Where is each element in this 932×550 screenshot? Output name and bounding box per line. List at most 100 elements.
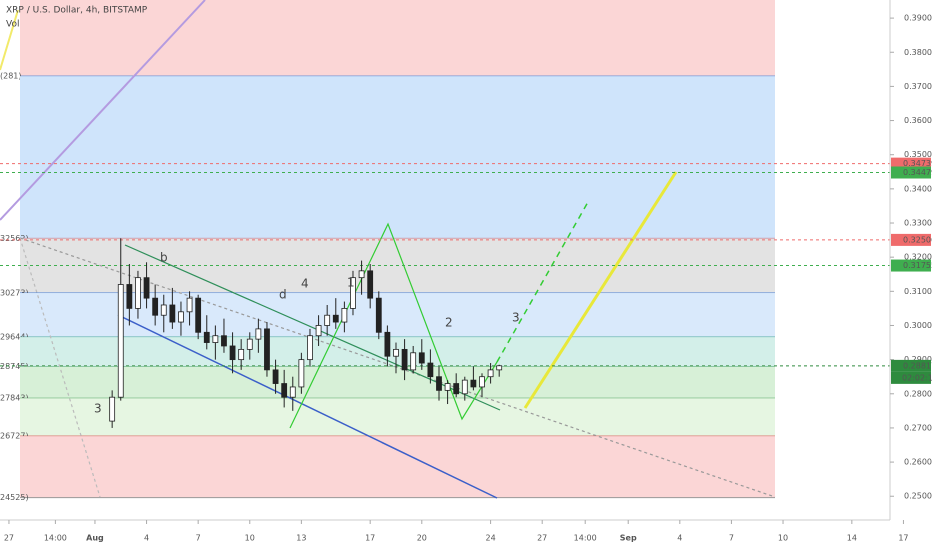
x-tick-label: Sep: [620, 534, 637, 543]
candle-body: [109, 396, 116, 422]
candle-body: [350, 277, 356, 309]
candle-body: [178, 311, 184, 323]
candle-body: [307, 335, 313, 361]
candle-body: [427, 362, 434, 378]
price-tag: [891, 359, 931, 372]
x-tick-label: 20: [417, 534, 427, 543]
candle-body: [453, 383, 460, 395]
x-tick-label: 24: [486, 534, 496, 543]
wave-label: 3: [512, 311, 520, 325]
x-tick-label: 27: [4, 534, 14, 543]
candle-body: [195, 297, 202, 333]
x-tick-label: 10: [778, 534, 788, 543]
candle-body: [479, 376, 485, 388]
projection: [496, 201, 589, 363]
trend-line: [0, 0, 206, 221]
wave-label: d: [279, 288, 287, 302]
candle-body: [444, 383, 451, 391]
candle-body: [160, 304, 167, 316]
candle-body: [341, 307, 348, 323]
wave-label: 3: [94, 402, 102, 416]
zone: [20, 366, 775, 399]
candle-body: [496, 365, 503, 371]
chart-title: XRP / U.S. Dollar, 4h, BITSTAMP: [6, 6, 148, 16]
x-tick-label: 14:00: [44, 534, 67, 543]
y-tick-label: 0.25000: [904, 492, 932, 501]
candle-body: [384, 331, 391, 357]
candle-body: [375, 297, 382, 333]
candle-body: [246, 338, 253, 350]
candle-body: [281, 383, 288, 398]
candle-body: [401, 348, 408, 371]
candle-body: [487, 369, 494, 378]
candle-body: [358, 270, 365, 279]
fib-label: 26727): [0, 432, 29, 441]
candle-body: [289, 386, 296, 398]
candle-body: [255, 328, 262, 340]
candle-body: [126, 284, 133, 309]
candle-body: [212, 335, 219, 343]
x-tick-label: 17: [365, 534, 375, 543]
candle-body: [272, 369, 279, 384]
countdown: 02:02:10: [902, 373, 932, 382]
x-tick-label: 4: [677, 534, 682, 543]
fib-label: (281): [0, 72, 22, 81]
zone: [20, 76, 775, 239]
candle-body: [470, 379, 477, 388]
x-tick-label: 10: [245, 534, 255, 543]
fib-label: 30273): [0, 289, 29, 298]
candle-body: [264, 328, 270, 371]
price-tag-label: 0.32506: [903, 235, 932, 244]
price-tag: [891, 259, 931, 272]
candle-body: [221, 335, 227, 347]
candle-body: [393, 348, 399, 357]
fib-label: 32562): [0, 234, 29, 243]
x-tick-label: 7: [196, 534, 201, 543]
fib-label: 24525): [0, 493, 29, 502]
candle-body: [298, 359, 305, 388]
subtitle: Vol: [6, 20, 19, 30]
candle-body: [410, 352, 417, 371]
candle-body: [143, 277, 150, 299]
x-tick-label: 17: [898, 534, 908, 543]
price-tag-label: 0.31755: [903, 261, 932, 270]
x-tick-label: 7: [729, 534, 734, 543]
x-tick-label: 13: [296, 534, 306, 543]
candle-body: [152, 297, 159, 316]
x-tick-label: 4: [144, 534, 149, 543]
candle-body: [315, 325, 322, 337]
candle-body: [169, 304, 176, 323]
candle-body: [461, 379, 468, 395]
x-tick-label: 14: [847, 534, 857, 543]
price-tag-label: 0.34739: [903, 159, 932, 168]
x-tick-label: Aug: [86, 534, 104, 543]
projection: [523, 171, 678, 409]
price-tag: [891, 166, 931, 179]
fib-label: 29644): [0, 333, 29, 342]
channel-line: [117, 314, 498, 499]
candle-body: [418, 352, 425, 364]
wave-label: b: [160, 251, 168, 265]
wave-label: 1: [347, 276, 355, 290]
price-tag: [891, 233, 931, 246]
price-tag-label: 0.28817: [903, 361, 932, 370]
zone: [20, 398, 775, 437]
candle-body: [367, 270, 374, 299]
candle-body: [186, 297, 193, 313]
zone: [20, 293, 775, 338]
candle-body: [117, 284, 124, 398]
candle-body: [135, 277, 141, 309]
